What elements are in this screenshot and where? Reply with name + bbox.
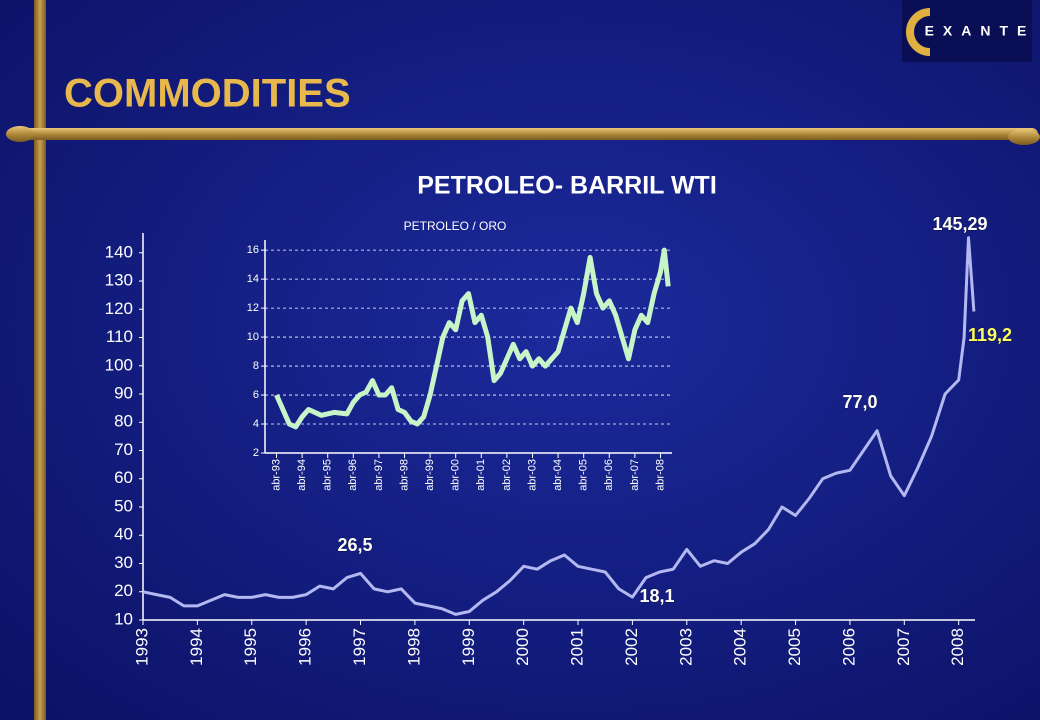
x-tick-label: 1996	[296, 628, 315, 666]
x-tick-label: abr-96	[347, 459, 359, 491]
y-tick-label: 80	[114, 412, 133, 431]
x-tick-label: abr-98	[398, 459, 410, 491]
x-tick-label: 2005	[785, 628, 804, 666]
gold-bar-end	[1008, 129, 1040, 145]
x-tick-label: abr-95	[322, 459, 334, 491]
x-tick-label: abr-05	[578, 459, 590, 491]
y-tick-label: 16	[247, 244, 259, 256]
gold-bar-vertical	[34, 0, 46, 720]
y-tick-label: 14	[247, 273, 259, 285]
data-line	[274, 247, 671, 430]
x-tick-label: abr-08	[654, 459, 666, 491]
inset-title: PETROLEO / ORO	[404, 219, 507, 233]
y-tick-label: 6	[253, 389, 259, 401]
slide-title: COMMODITIES	[64, 72, 351, 116]
y-tick-label: 110	[106, 327, 133, 346]
x-tick-label: abr-04	[552, 459, 564, 491]
x-tick-label: 2007	[894, 628, 913, 666]
y-tick-label: 30	[114, 553, 133, 572]
x-tick-label: abr-07	[629, 459, 641, 491]
y-tick-label: 130	[105, 271, 133, 290]
gold-bar-end	[6, 126, 34, 142]
gold-bar-horizontal	[8, 128, 1038, 140]
logo-text: EXANTE	[925, 23, 1036, 39]
x-tick-label: 2003	[676, 628, 695, 666]
x-tick-label: abr-99	[424, 459, 436, 491]
x-tick-label: 1994	[187, 628, 206, 666]
x-tick-label: abr-94	[296, 459, 308, 491]
x-tick-label: abr-97	[373, 459, 385, 491]
annotation: 119,2	[968, 325, 1012, 345]
x-tick-label: 1993	[132, 628, 151, 666]
annotation: 77,0	[842, 392, 877, 412]
y-tick-label: 10	[247, 331, 259, 343]
x-tick-label: 1995	[241, 628, 260, 666]
y-tick-label: 120	[105, 299, 133, 318]
x-tick-label: 2000	[513, 628, 532, 666]
logo-swoosh	[906, 8, 931, 56]
y-tick-label: 140	[105, 242, 133, 261]
annotation: 26,5	[337, 535, 372, 555]
x-tick-label: 2006	[839, 628, 858, 666]
x-tick-label: abr-01	[475, 459, 487, 491]
annotation: 145,29	[932, 214, 987, 234]
x-tick-label: abr-03	[526, 459, 538, 491]
x-tick-label: abr-93	[270, 459, 282, 491]
y-tick-label: 50	[114, 496, 133, 515]
x-tick-label: 1999	[459, 628, 478, 666]
y-tick-label: 60	[114, 468, 133, 487]
x-tick-label: 2004	[731, 628, 750, 666]
y-tick-label: 4	[253, 418, 259, 430]
y-tick-label: 70	[114, 440, 133, 459]
x-tick-label: abr-00	[450, 459, 462, 491]
x-tick-label: abr-06	[603, 459, 615, 491]
x-tick-label: abr-02	[501, 459, 513, 491]
x-tick-label: 2001	[568, 628, 587, 666]
logo: EXANTE	[902, 0, 1036, 62]
data-line	[142, 236, 976, 616]
annotation: 18,1	[639, 586, 674, 606]
y-tick-label: 40	[114, 525, 133, 544]
x-tick-label: 2008	[948, 628, 967, 666]
y-tick-label: 100	[105, 355, 133, 374]
x-tick-label: 1997	[350, 628, 369, 666]
y-tick-label: 12	[247, 302, 259, 314]
y-tick-label: 20	[114, 581, 133, 600]
y-tick-label: 2	[253, 447, 259, 459]
y-tick-label: 8	[253, 360, 259, 372]
x-tick-label: 2002	[622, 628, 641, 666]
y-tick-label: 90	[114, 383, 133, 402]
y-tick-label: 10	[114, 609, 133, 628]
chart-title: PETROLEO- BARRIL WTI	[417, 172, 717, 200]
x-tick-label: 1998	[404, 628, 423, 666]
